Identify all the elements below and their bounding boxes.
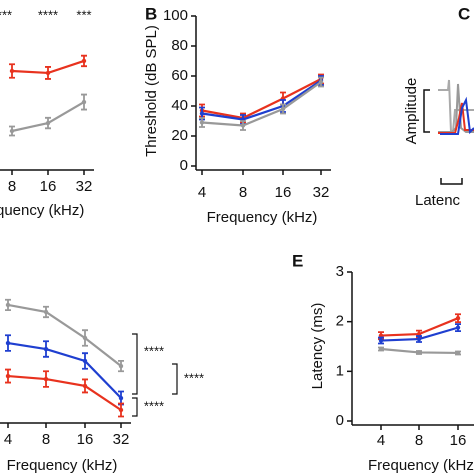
point [118, 363, 124, 369]
x-tick-label: 8 [415, 432, 423, 449]
x-axis-label: Frequency (kHz) [7, 457, 118, 474]
x-axis-label: Frequency (kHz [368, 457, 474, 474]
point [118, 407, 124, 413]
waveform-sketch [423, 79, 474, 185]
annotation: **** [38, 7, 58, 22]
sig-brackets [132, 333, 178, 417]
point [81, 58, 87, 64]
x-tick-label: 4 [4, 431, 12, 448]
x-tick-label: 8 [239, 184, 247, 201]
point [240, 123, 246, 128]
point [416, 350, 422, 355]
series-line [201, 81, 322, 127]
point [5, 302, 11, 308]
annotation: **** [144, 398, 164, 413]
point [81, 99, 87, 105]
x-axis-label: Latenc [415, 192, 461, 209]
y-tick-label: 0 [336, 412, 344, 429]
series-line [7, 374, 122, 411]
point [9, 68, 15, 74]
point [280, 106, 286, 112]
point [199, 120, 205, 125]
x-tick-label: 16 [77, 431, 94, 448]
point [455, 350, 461, 356]
annotation: *** [76, 7, 91, 22]
x-tick-label: 32 [313, 184, 330, 201]
amplitude-bracket [423, 89, 430, 133]
latency-bracket [440, 178, 463, 185]
y-tick-label: 1 [336, 362, 344, 379]
x-tick-label: 8 [42, 431, 50, 448]
series-line [201, 78, 322, 120]
point [118, 395, 124, 401]
y-tick-label: 60 [171, 67, 188, 84]
y-axis-label: Threshold (dB SPL) [143, 25, 160, 157]
point [455, 325, 461, 330]
bracket [132, 397, 138, 417]
point [43, 376, 49, 382]
x-axis-label: Frequency (kHz) [207, 209, 318, 226]
point [5, 373, 11, 379]
panel-label: C [458, 4, 470, 23]
y-axis-label: Latency (ms) [309, 303, 326, 390]
bracket [132, 333, 138, 395]
point [199, 111, 205, 116]
y-tick-label: 40 [171, 97, 188, 114]
point [82, 335, 88, 341]
series-line [201, 79, 322, 121]
y-tick-label: 20 [171, 127, 188, 144]
point [82, 358, 88, 364]
point [416, 336, 422, 342]
point [378, 346, 384, 352]
point [82, 383, 88, 389]
point [45, 120, 51, 126]
y-axis-label: Amplitude [403, 78, 420, 145]
point [9, 128, 15, 134]
x-tick-label: 16 [275, 184, 292, 201]
series-line [7, 341, 122, 399]
point [455, 315, 461, 321]
x-tick-label: 32 [76, 178, 93, 195]
panel-label: B [145, 4, 157, 23]
x-axis-label: quency (kHz) [0, 202, 84, 219]
y-tick-label: 80 [171, 37, 188, 54]
x-tick-label: 32 [113, 431, 130, 448]
point [45, 70, 51, 76]
y-tick-label: 3 [336, 263, 344, 280]
point [5, 340, 11, 346]
bracket [172, 363, 178, 395]
series-line [7, 303, 122, 367]
x-tick-label: 16 [450, 432, 467, 449]
x-tick-label: 4 [198, 184, 206, 201]
point [378, 338, 384, 343]
point [43, 346, 49, 352]
wave-blue [440, 96, 474, 135]
annotation: **** [184, 370, 204, 385]
x-tick-label: 4 [377, 432, 385, 449]
x-tick-label: 16 [40, 178, 57, 195]
point [318, 79, 324, 85]
annotation: **** [0, 7, 12, 22]
annotation: **** [144, 343, 164, 358]
panel-label: E [292, 251, 303, 270]
y-tick-label: 2 [336, 313, 344, 330]
x-tick-label: 8 [8, 178, 16, 195]
point [43, 309, 49, 315]
y-tick-label: 0 [180, 157, 188, 174]
y-tick-label: 100 [163, 7, 188, 24]
